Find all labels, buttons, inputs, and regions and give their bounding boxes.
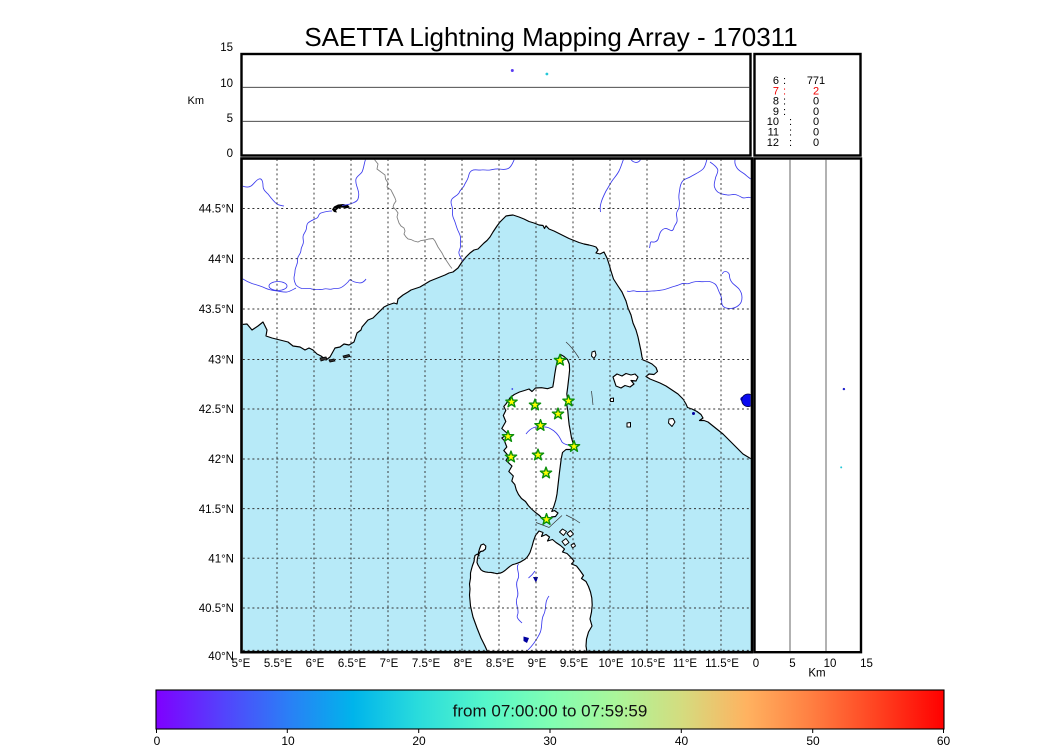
svg-text:0: 0 (813, 96, 819, 108)
svg-text:2: 2 (813, 85, 819, 97)
svg-text:8.5°E: 8.5°E (486, 658, 515, 670)
svg-text:0: 0 (154, 734, 161, 748)
svg-text::: : (783, 106, 786, 118)
svg-text:5.5°E: 5.5°E (264, 658, 293, 670)
svg-text:10.5°E: 10.5°E (631, 658, 666, 670)
svg-text:SAETTA Lightning Mapping Array: SAETTA Lightning Mapping Array - 170311 (304, 22, 797, 52)
svg-text:50: 50 (806, 734, 820, 748)
svg-text:9: 9 (773, 106, 779, 118)
svg-text::: : (783, 96, 786, 108)
svg-text:Km: Km (188, 95, 205, 107)
svg-text:10: 10 (220, 78, 233, 90)
svg-text::: : (783, 75, 786, 87)
svg-text:11°E: 11°E (673, 658, 698, 670)
svg-text:7: 7 (773, 85, 779, 97)
svg-text:Km: Km (808, 668, 825, 680)
svg-text:30: 30 (543, 734, 557, 748)
svg-text:9°E: 9°E (528, 658, 547, 670)
svg-text:11: 11 (768, 127, 779, 139)
svg-text:43°N: 43°N (208, 355, 234, 367)
svg-text:40.5°N: 40.5°N (199, 603, 234, 615)
svg-text:0: 0 (227, 148, 233, 160)
svg-text:42°N: 42°N (208, 454, 234, 466)
svg-text:20: 20 (412, 734, 426, 748)
svg-text:43.5°N: 43.5°N (199, 304, 234, 316)
svg-text:771: 771 (807, 75, 825, 87)
svg-text:42.5°N: 42.5°N (199, 404, 234, 416)
svg-text:6°E: 6°E (306, 658, 325, 670)
svg-text:7.5°E: 7.5°E (412, 658, 441, 670)
svg-text:0: 0 (813, 127, 819, 139)
svg-text:10: 10 (281, 734, 295, 748)
svg-text:0: 0 (813, 137, 819, 149)
svg-text:41.5°N: 41.5°N (199, 504, 234, 516)
svg-text:15: 15 (220, 42, 233, 54)
svg-text:0: 0 (813, 106, 819, 118)
svg-text:9.5°E: 9.5°E (560, 658, 589, 670)
svg-text:15: 15 (860, 658, 873, 670)
svg-text:44.5°N: 44.5°N (199, 204, 234, 216)
svg-text:10°E: 10°E (598, 658, 623, 670)
svg-text:40°N: 40°N (208, 651, 234, 663)
svg-text:10: 10 (767, 116, 779, 128)
svg-text:0: 0 (813, 116, 819, 128)
svg-text:5: 5 (227, 113, 233, 125)
svg-text::: : (789, 127, 792, 139)
svg-text:12: 12 (767, 137, 779, 149)
svg-text:6: 6 (773, 75, 779, 87)
svg-text:11.5°E: 11.5°E (705, 658, 739, 670)
svg-text::: : (783, 85, 786, 97)
svg-text::: : (789, 137, 792, 149)
svg-text:10: 10 (824, 658, 837, 670)
svg-text:7°E: 7°E (380, 658, 399, 670)
svg-text:44°N: 44°N (208, 254, 234, 266)
svg-text:0: 0 (753, 658, 759, 670)
svg-text:5: 5 (789, 658, 795, 670)
svg-text::: : (789, 116, 792, 128)
svg-text:8: 8 (773, 96, 779, 108)
svg-text:from 07:00:00 to 07:59:59: from 07:00:00 to 07:59:59 (453, 702, 648, 721)
svg-text:41°N: 41°N (208, 553, 234, 565)
svg-text:5°E: 5°E (232, 658, 251, 670)
svg-text:8°E: 8°E (454, 658, 473, 670)
svg-text:40: 40 (675, 734, 689, 748)
svg-text:60: 60 (937, 734, 951, 748)
svg-text:6.5°E: 6.5°E (338, 658, 367, 670)
